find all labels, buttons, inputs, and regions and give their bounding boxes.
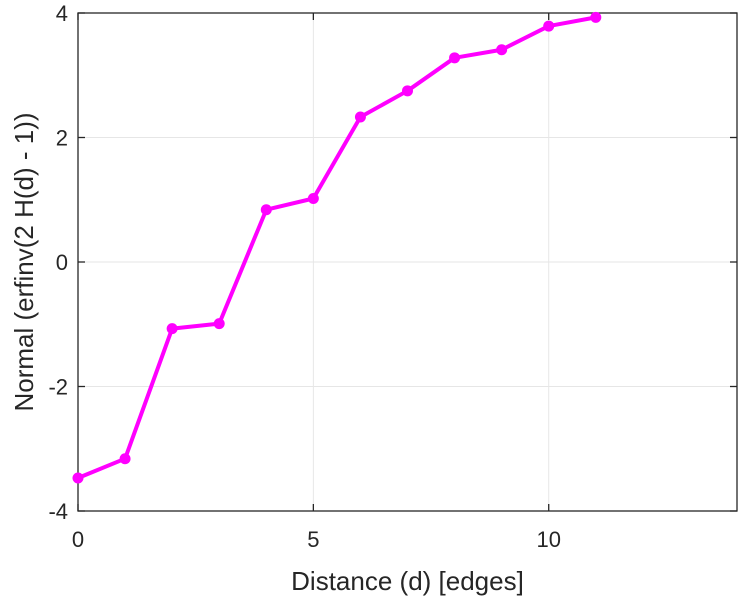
y-tick-label: -4 <box>48 499 68 524</box>
data-point <box>119 453 131 465</box>
data-point <box>590 11 602 23</box>
y-axis-label: Normal (erfinv(2 H(d) - 1)) <box>9 112 39 411</box>
series-line <box>76 15 598 481</box>
data-point <box>543 20 555 32</box>
x-tick-label: 10 <box>536 527 560 552</box>
data-point <box>72 472 84 484</box>
y-tick-label: 4 <box>56 1 68 26</box>
y-tick-label: -2 <box>48 375 68 400</box>
data-point <box>354 111 366 123</box>
data-point <box>402 85 413 97</box>
axis-ticks: -4 -2 0 2 4 0 5 10 <box>48 1 737 552</box>
data-point <box>260 204 272 216</box>
x-tick-label: 5 <box>307 527 319 552</box>
x-tick-label: 0 <box>72 527 84 552</box>
x-axis-label: Distance (d) [edges] <box>291 566 524 596</box>
data-point <box>213 318 225 330</box>
y-tick-label: 2 <box>56 126 68 151</box>
data-series <box>72 11 602 484</box>
y-tick-label: 0 <box>56 250 68 275</box>
data-point <box>496 44 508 56</box>
data-point <box>307 193 319 205</box>
data-point <box>449 52 461 64</box>
data-point <box>166 323 178 335</box>
